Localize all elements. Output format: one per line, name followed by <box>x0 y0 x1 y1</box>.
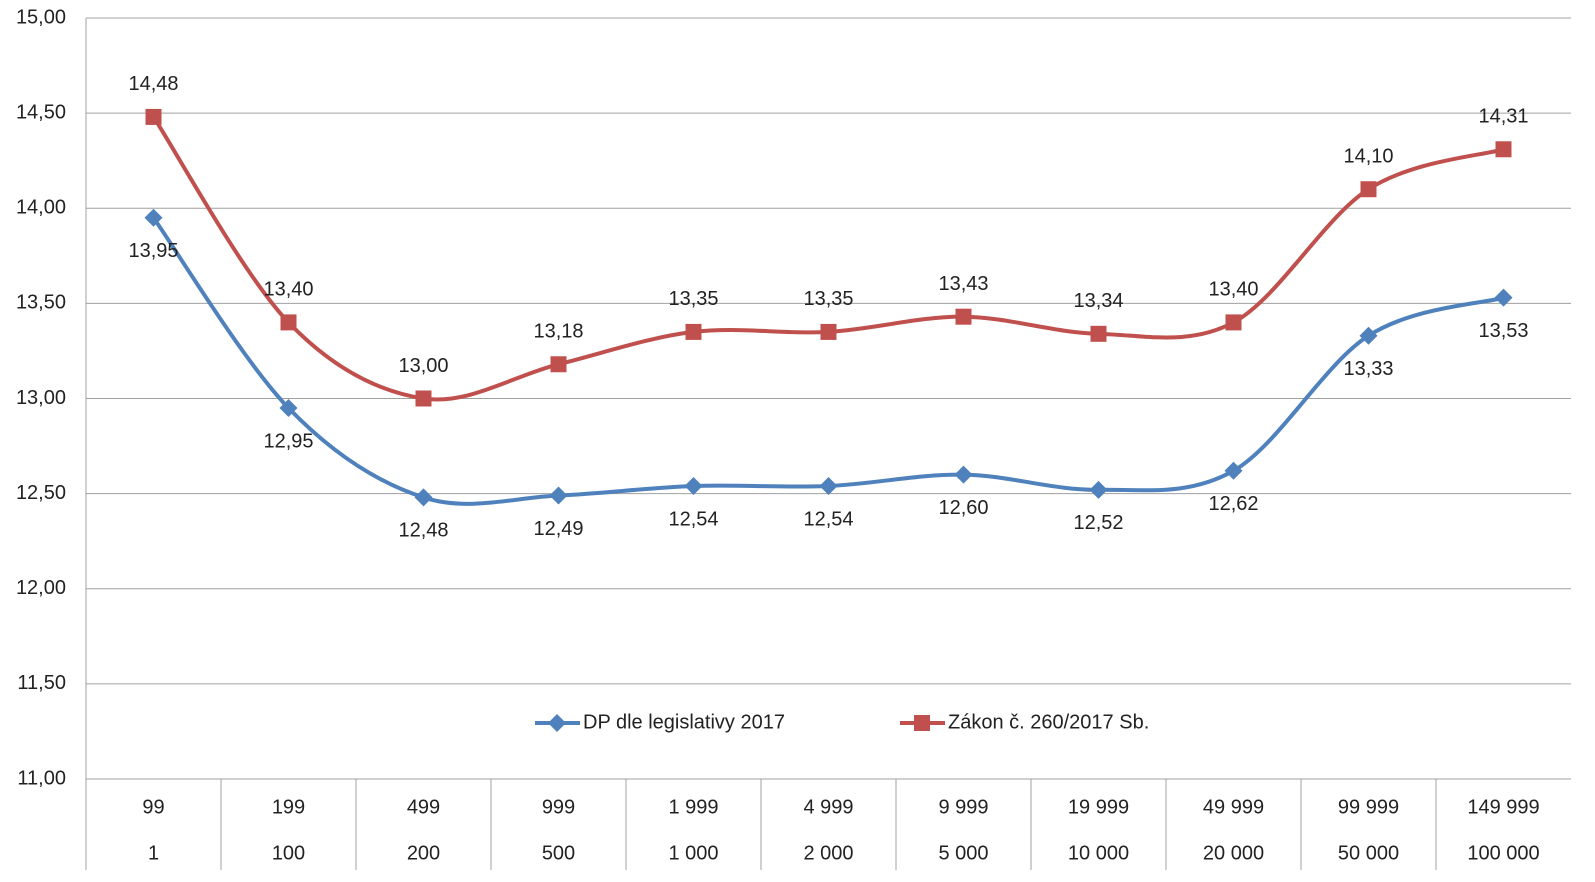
data-point <box>550 356 567 373</box>
y-tick-label: 11,50 <box>17 672 66 694</box>
x-tick-label: 199 <box>272 796 305 818</box>
y-tick-label: 13,00 <box>16 387 66 409</box>
data-label: 13,34 <box>1073 290 1123 312</box>
data-point <box>414 488 433 507</box>
x-tick-label: 20 000 <box>1203 842 1264 864</box>
series-line <box>151 115 1505 402</box>
x-tick-label: 50 000 <box>1338 842 1399 864</box>
data-point <box>954 465 973 484</box>
y-tick-label: 15,00 <box>16 6 66 28</box>
data-point <box>1494 288 1513 307</box>
data-label: 14,31 <box>1478 106 1528 128</box>
x-tick-label: 10 000 <box>1068 842 1129 864</box>
x-tick-label: 9 999 <box>938 796 988 818</box>
x-tick-label: 4 999 <box>803 796 853 818</box>
data-point <box>685 323 702 340</box>
data-label: 12,62 <box>1208 493 1258 515</box>
data-point <box>1360 181 1377 198</box>
data-label: 12,54 <box>803 508 853 530</box>
legend-marker <box>914 715 930 731</box>
data-label: 13,43 <box>938 273 988 295</box>
data-label: 13,00 <box>398 355 448 377</box>
x-tick-label: 1 000 <box>668 842 718 864</box>
x-tick-label: 499 <box>407 796 440 818</box>
legend-label: DP dle legislativy 2017 <box>583 711 785 733</box>
x-tick-label: 500 <box>542 842 575 864</box>
data-label: 12,95 <box>263 430 313 452</box>
data-point <box>1359 326 1378 345</box>
y-tick-label: 12,50 <box>16 482 66 504</box>
y-tick-label: 13,50 <box>16 292 66 314</box>
data-label: 13,53 <box>1478 320 1528 342</box>
x-tick-label: 100 <box>272 842 305 864</box>
data-label: 13,18 <box>533 321 583 343</box>
data-point <box>549 486 568 505</box>
legend-marker <box>548 714 566 732</box>
data-point <box>1224 461 1243 480</box>
x-tick-label: 49 999 <box>1203 796 1264 818</box>
data-label: 13,95 <box>128 240 178 262</box>
data-label: 13,40 <box>1208 279 1258 301</box>
x-tick-label: 1 <box>148 842 159 864</box>
legend-label: Zákon č. 260/2017 Sb. <box>948 711 1149 733</box>
data-point <box>684 477 703 496</box>
x-tick-label: 99 999 <box>1338 796 1399 818</box>
data-label: 13,35 <box>803 288 853 310</box>
y-tick-label: 11,00 <box>17 767 66 789</box>
x-tick-label: 149 999 <box>1467 796 1539 818</box>
x-tick-label: 5 000 <box>938 842 988 864</box>
data-point <box>280 314 297 331</box>
x-tick-label: 100 000 <box>1467 842 1539 864</box>
data-label: 14,48 <box>128 73 178 95</box>
data-point <box>144 208 163 227</box>
data-label: 13,40 <box>263 279 313 301</box>
data-label: 14,10 <box>1343 146 1393 168</box>
data-label: 12,52 <box>1073 512 1123 534</box>
x-tick-label: 2 000 <box>803 842 853 864</box>
data-point <box>1090 325 1107 342</box>
data-point <box>145 108 162 125</box>
data-point <box>955 308 972 325</box>
data-label: 12,49 <box>533 518 583 540</box>
data-point <box>415 390 432 407</box>
x-tick-label: 19 999 <box>1068 796 1129 818</box>
x-tick-label: 99 <box>142 796 164 818</box>
data-label: 12,48 <box>398 520 448 542</box>
data-point <box>1089 480 1108 499</box>
data-point <box>1225 314 1242 331</box>
y-tick-label: 14,50 <box>16 101 66 123</box>
data-label: 12,60 <box>938 497 988 519</box>
data-point <box>819 477 838 496</box>
y-tick-label: 12,00 <box>16 577 66 599</box>
data-point <box>279 399 298 418</box>
data-point <box>1495 141 1512 158</box>
data-label: 13,35 <box>668 288 718 310</box>
y-tick-label: 14,00 <box>16 197 66 219</box>
data-point <box>820 323 837 340</box>
x-tick-label: 999 <box>542 796 575 818</box>
x-tick-label: 200 <box>407 842 440 864</box>
x-tick-label: 1 999 <box>668 796 718 818</box>
data-label: 13,33 <box>1343 358 1393 380</box>
data-label: 12,54 <box>668 508 718 530</box>
